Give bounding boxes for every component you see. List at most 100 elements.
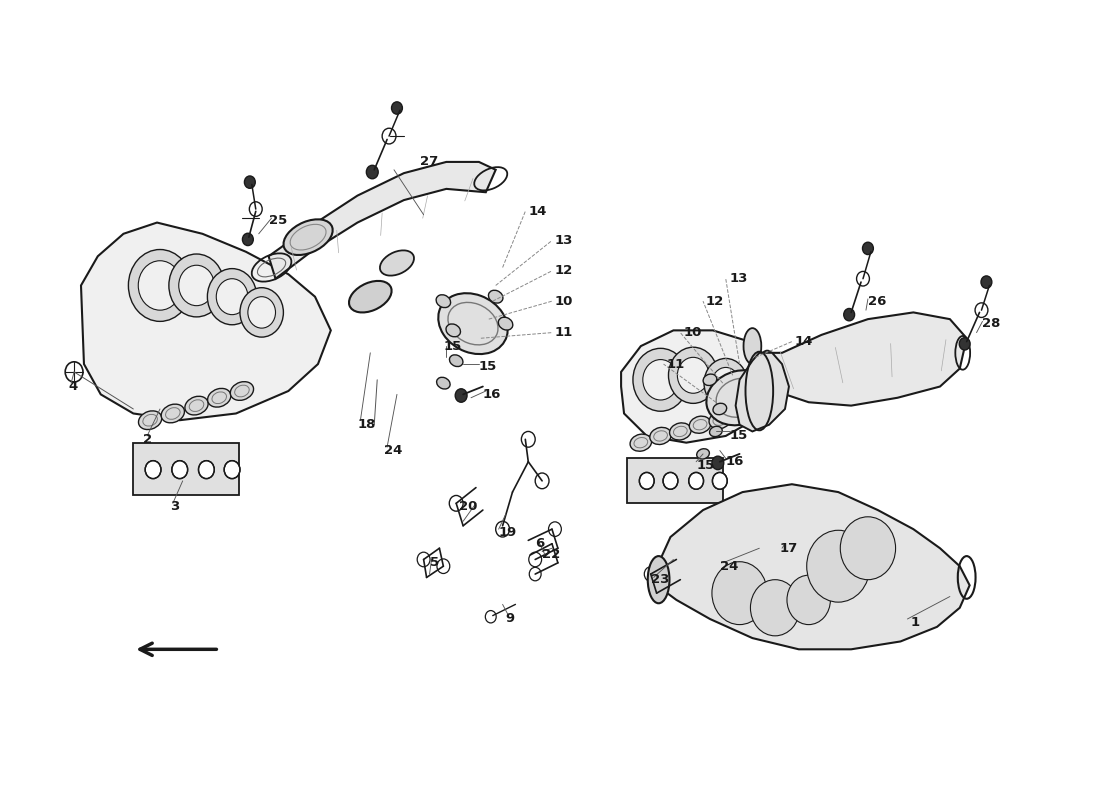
Ellipse shape: [710, 412, 730, 429]
Circle shape: [862, 242, 873, 254]
Text: 17: 17: [779, 542, 798, 554]
Ellipse shape: [757, 350, 777, 394]
Circle shape: [366, 166, 378, 178]
Circle shape: [844, 309, 855, 321]
Ellipse shape: [446, 324, 461, 337]
Circle shape: [689, 473, 704, 490]
Circle shape: [178, 266, 215, 306]
Ellipse shape: [284, 219, 332, 255]
Ellipse shape: [185, 396, 208, 415]
Text: 3: 3: [169, 500, 179, 513]
Text: 23: 23: [651, 573, 669, 586]
Circle shape: [172, 461, 188, 478]
Circle shape: [712, 367, 739, 399]
Polygon shape: [268, 162, 496, 278]
Circle shape: [244, 176, 255, 188]
Circle shape: [704, 358, 748, 408]
Ellipse shape: [752, 366, 767, 378]
Text: 12: 12: [706, 294, 724, 308]
Circle shape: [129, 250, 191, 322]
Circle shape: [169, 254, 224, 317]
Circle shape: [786, 575, 830, 625]
Circle shape: [750, 580, 800, 636]
Ellipse shape: [379, 250, 414, 276]
Circle shape: [455, 389, 468, 402]
Circle shape: [778, 536, 792, 552]
Text: 4: 4: [68, 380, 77, 393]
Text: 22: 22: [542, 549, 560, 562]
Text: 19: 19: [498, 526, 517, 539]
Circle shape: [678, 358, 710, 394]
Circle shape: [139, 261, 182, 310]
Text: 11: 11: [554, 326, 573, 339]
Circle shape: [773, 530, 796, 558]
Text: 24: 24: [719, 560, 738, 573]
Text: 15: 15: [696, 458, 714, 472]
Text: 25: 25: [268, 214, 287, 227]
Ellipse shape: [139, 411, 162, 430]
Text: 14: 14: [528, 205, 547, 218]
Text: 15: 15: [478, 360, 497, 373]
Text: 24: 24: [384, 444, 403, 457]
Circle shape: [248, 297, 275, 328]
Ellipse shape: [498, 318, 513, 330]
Circle shape: [208, 269, 256, 325]
Text: 16: 16: [726, 455, 744, 468]
Ellipse shape: [630, 434, 651, 451]
Ellipse shape: [488, 290, 503, 303]
Ellipse shape: [450, 355, 463, 366]
Circle shape: [713, 473, 727, 490]
Ellipse shape: [230, 382, 254, 400]
Text: 9: 9: [506, 613, 515, 626]
Text: 15: 15: [729, 430, 748, 442]
Text: 13: 13: [729, 272, 748, 286]
Circle shape: [840, 517, 895, 580]
Circle shape: [240, 288, 284, 337]
Text: 1: 1: [911, 616, 920, 629]
Ellipse shape: [208, 389, 231, 407]
Text: 11: 11: [667, 358, 685, 370]
Text: 26: 26: [868, 294, 887, 308]
Ellipse shape: [690, 416, 711, 434]
Ellipse shape: [744, 328, 761, 364]
Ellipse shape: [648, 556, 670, 603]
Ellipse shape: [762, 397, 776, 408]
Circle shape: [669, 347, 718, 403]
Ellipse shape: [710, 426, 723, 437]
Ellipse shape: [696, 449, 710, 459]
Text: 18: 18: [358, 418, 376, 431]
Circle shape: [392, 102, 403, 114]
Ellipse shape: [438, 293, 508, 354]
Text: 10: 10: [683, 326, 702, 339]
Ellipse shape: [706, 370, 773, 426]
Text: 28: 28: [982, 317, 1001, 330]
Text: 16: 16: [483, 388, 502, 401]
Text: 27: 27: [420, 155, 438, 169]
Circle shape: [242, 234, 253, 246]
Circle shape: [663, 473, 678, 490]
Ellipse shape: [349, 281, 392, 313]
Text: 14: 14: [795, 335, 813, 348]
Polygon shape: [736, 353, 789, 431]
Circle shape: [959, 338, 970, 350]
Text: 20: 20: [459, 500, 477, 513]
Ellipse shape: [670, 423, 691, 440]
Ellipse shape: [650, 427, 671, 445]
Text: 6: 6: [536, 538, 544, 550]
Circle shape: [217, 278, 248, 314]
Polygon shape: [621, 330, 772, 442]
Circle shape: [806, 530, 870, 602]
Polygon shape: [653, 484, 969, 650]
Circle shape: [712, 562, 767, 625]
Polygon shape: [627, 458, 723, 503]
Circle shape: [198, 461, 214, 478]
Circle shape: [632, 348, 689, 411]
Ellipse shape: [162, 404, 185, 423]
Polygon shape: [81, 222, 331, 420]
Polygon shape: [133, 442, 239, 495]
Circle shape: [712, 456, 724, 470]
Ellipse shape: [713, 403, 727, 414]
Text: 5: 5: [429, 556, 439, 570]
Circle shape: [639, 473, 654, 490]
Ellipse shape: [436, 294, 451, 307]
